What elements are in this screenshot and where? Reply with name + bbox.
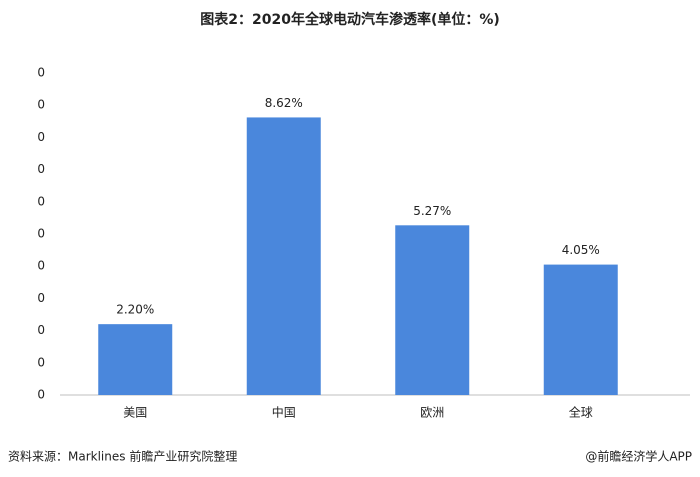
x-tick-label: 欧洲 bbox=[420, 406, 444, 420]
x-tick-label: 全球 bbox=[569, 405, 593, 420]
y-tick-label: 0 bbox=[37, 98, 45, 112]
y-tick-label: 0 bbox=[37, 291, 45, 305]
y-tick-label: 0 bbox=[37, 259, 45, 273]
source-note: 资料来源：Marklines 前瞻产业研究院整理 bbox=[8, 449, 237, 464]
brand-note: @前瞻经济学人APP bbox=[585, 449, 692, 464]
data-label: 8.62% bbox=[265, 96, 303, 110]
bar bbox=[395, 225, 470, 395]
data-label: 2.20% bbox=[116, 303, 154, 317]
y-tick-label: 0 bbox=[37, 323, 45, 337]
y-tick-label: 0 bbox=[37, 162, 45, 176]
x-tick-label: 美国 bbox=[123, 406, 147, 420]
bar bbox=[246, 117, 321, 395]
y-tick-label: 0 bbox=[37, 66, 45, 80]
y-tick-label: 0 bbox=[37, 355, 45, 369]
y-tick-label: 0 bbox=[37, 194, 45, 208]
data-label: 4.05% bbox=[562, 243, 600, 257]
y-tick-label: 0 bbox=[37, 388, 45, 402]
bar bbox=[543, 264, 618, 395]
bar bbox=[98, 324, 173, 395]
chart-title: 图表2：2020年全球电动汽车渗透率(单位：%) bbox=[200, 11, 500, 28]
x-tick-label: 中国 bbox=[272, 405, 296, 420]
y-tick-label: 0 bbox=[37, 130, 45, 144]
y-tick-label: 0 bbox=[37, 227, 45, 241]
data-label: 5.27% bbox=[413, 204, 451, 218]
